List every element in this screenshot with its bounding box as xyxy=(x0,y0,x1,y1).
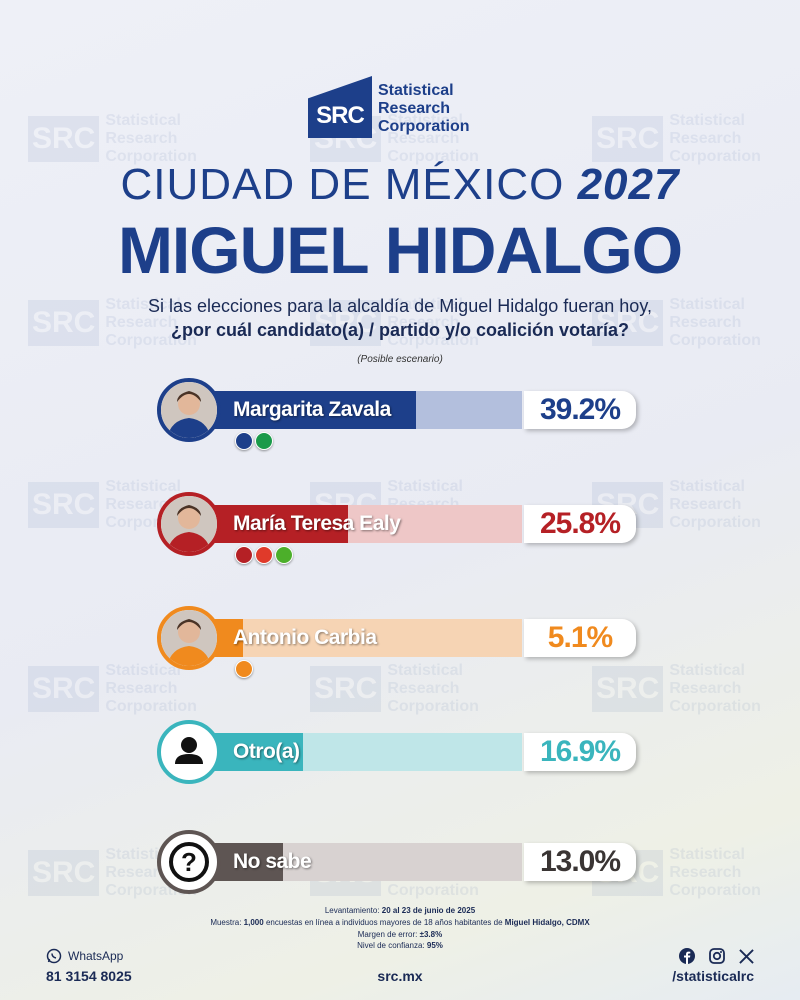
result-bar-track xyxy=(348,505,522,543)
party-logos xyxy=(235,546,293,564)
result-percentage: 5.1% xyxy=(524,619,636,657)
party-logos xyxy=(235,660,253,678)
candidate-name: Margarita Zavala xyxy=(233,398,391,421)
scenario-note: (Posible escenario) xyxy=(357,354,443,365)
result-bar-track xyxy=(303,733,522,771)
question-line-2: ¿por cuál candidato(a) / partido y/o coa… xyxy=(170,320,630,340)
src-logo-mark: SRC xyxy=(308,76,372,138)
result-row: María Teresa Ealy 25.8% xyxy=(157,492,642,564)
candidate-name: Otro(a) xyxy=(233,740,300,763)
result-bar-track xyxy=(416,391,522,429)
social-links: /statisticalrc xyxy=(672,948,754,984)
party-logo-pt xyxy=(255,546,273,564)
party-logo-morena xyxy=(235,546,253,564)
src-logo: SRC Statistical Research Corporation xyxy=(308,76,470,138)
result-bar xyxy=(187,391,522,429)
instagram-icon[interactable] xyxy=(709,948,725,964)
title-borough: MIGUEL HIDALGO xyxy=(117,213,683,287)
result-percentage: 25.8% xyxy=(524,505,636,543)
candidate-name: Antonio Carbia xyxy=(233,626,377,649)
party-logo-pan xyxy=(235,432,253,450)
question-icon: ? xyxy=(157,830,221,894)
result-percentage: 16.9% xyxy=(524,733,636,771)
title-city: CIUDAD DE MÉXICO 2027 xyxy=(120,160,680,209)
party-logos xyxy=(235,432,273,450)
result-percentage: 39.2% xyxy=(524,391,636,429)
svg-text:?: ? xyxy=(181,847,197,877)
party-logo-pri xyxy=(255,432,273,450)
error-note: Margen de error: ±3.8% xyxy=(357,930,443,939)
result-row: Margarita Zavala 39.2% xyxy=(157,378,642,450)
candidate-photo xyxy=(157,492,221,556)
candidate-photo xyxy=(157,606,221,670)
logo-letters: SRC xyxy=(316,102,365,129)
title-year: 2027 xyxy=(577,160,680,209)
result-bar-track xyxy=(283,843,522,881)
confidence-note: Nivel de confianza: 95% xyxy=(357,941,443,950)
social-handle[interactable]: /statisticalrc xyxy=(672,968,754,984)
candidate-photo xyxy=(157,378,221,442)
party-logo-mc xyxy=(235,660,253,678)
question-line-1: Si las elecciones para la alcaldía de Mi… xyxy=(148,296,652,316)
website-link[interactable]: src.mx xyxy=(377,968,423,984)
logo-company-name: Statistical Research Corporation xyxy=(378,82,470,135)
whatsapp-contact[interactable]: WhatsApp 81 3154 8025 xyxy=(46,948,132,984)
fieldwork-note: Levantamiento: 20 al 23 de junio de 2025 xyxy=(324,906,476,915)
candidate-name: María Teresa Ealy xyxy=(233,512,401,535)
facebook-icon[interactable] xyxy=(679,948,695,964)
result-bar-fill xyxy=(187,391,416,429)
candidate-name: No sabe xyxy=(233,850,312,873)
result-row: Otro(a) 16.9% xyxy=(157,720,642,784)
whatsapp-icon xyxy=(46,948,62,964)
user-icon xyxy=(157,720,221,784)
result-row: No sabe 13.0%? xyxy=(157,830,642,894)
party-logo-pvem xyxy=(275,546,293,564)
result-percentage: 13.0% xyxy=(524,843,636,881)
result-bar-track xyxy=(243,619,522,657)
x-icon[interactable] xyxy=(739,948,754,964)
result-row: Antonio Carbia 5.1% xyxy=(157,606,642,678)
whatsapp-number[interactable]: 81 3154 8025 xyxy=(46,968,132,984)
sample-note: Muestra: 1,000 encuestas en línea a indi… xyxy=(210,918,590,927)
